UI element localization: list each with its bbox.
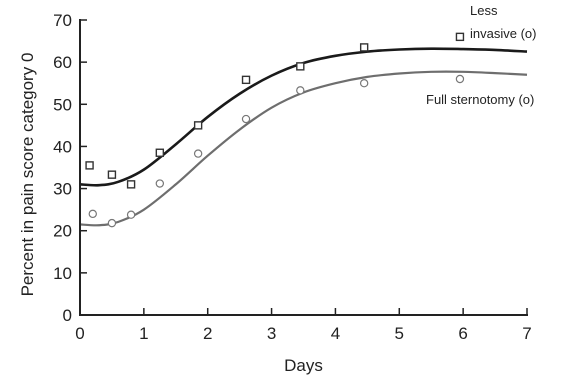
data-point-less-invasive <box>155 148 165 157</box>
y-axis-label: Percent in pain score category 0 <box>18 53 37 297</box>
data-point-full-sternotomy <box>455 74 465 84</box>
x-axis-label: Days <box>284 356 323 375</box>
data-point-full-sternotomy <box>126 210 136 219</box>
annotations: Less invasive (o) Full sternotomy (o) <box>426 3 536 107</box>
data-point-full-sternotomy <box>155 179 165 188</box>
x-tick-label: 7 <box>522 324 531 343</box>
data-point-less-invasive <box>296 62 305 71</box>
data-point-full-sternotomy <box>241 114 251 124</box>
data-points <box>85 32 465 228</box>
x-tick-label: 6 <box>458 324 467 343</box>
data-point-less-invasive <box>455 32 465 42</box>
y-tick-label: 60 <box>53 53 72 72</box>
data-point-less-invasive <box>107 170 117 179</box>
data-point-full-sternotomy <box>359 79 369 88</box>
data-point-less-invasive <box>359 43 369 52</box>
data-point-full-sternotomy <box>296 86 305 95</box>
y-tick-label: 20 <box>53 222 72 241</box>
x-tick-label: 0 <box>75 324 84 343</box>
annotation-less-invasive-line2: invasive (o) <box>470 26 536 41</box>
data-point-less-invasive <box>241 75 251 85</box>
annotation-less-invasive-line1: Less <box>470 3 498 18</box>
data-point-full-sternotomy <box>107 218 117 228</box>
x-tick-label: 1 <box>139 324 148 343</box>
y-tick-label: 50 <box>53 95 72 114</box>
y-tick-label: 30 <box>53 180 72 199</box>
fit-line-less-invasive <box>79 47 528 187</box>
y-tick-label: 0 <box>63 306 72 325</box>
data-point-less-invasive <box>126 180 136 189</box>
annotation-full-sternotomy: Full sternotomy (o) <box>426 92 534 107</box>
x-tick-label: 2 <box>203 324 212 343</box>
data-point-full-sternotomy <box>193 149 203 158</box>
y-tick-label: 10 <box>53 264 72 283</box>
y-tick-label: 40 <box>53 137 72 156</box>
y-ticks: 0 10 20 30 40 50 60 70 <box>53 11 87 325</box>
axes: 0 1 2 3 4 5 6 7 0 10 20 30 40 50 60 70 <box>53 11 532 343</box>
y-tick-label: 70 <box>53 11 72 30</box>
x-ticks: 0 1 2 3 4 5 6 7 <box>75 308 532 343</box>
data-point-less-invasive <box>193 121 203 130</box>
x-tick-label: 3 <box>267 324 276 343</box>
x-tick-label: 4 <box>331 324 340 343</box>
data-point-less-invasive <box>85 161 94 170</box>
data-point-full-sternotomy <box>88 209 97 219</box>
x-tick-label: 5 <box>395 324 404 343</box>
